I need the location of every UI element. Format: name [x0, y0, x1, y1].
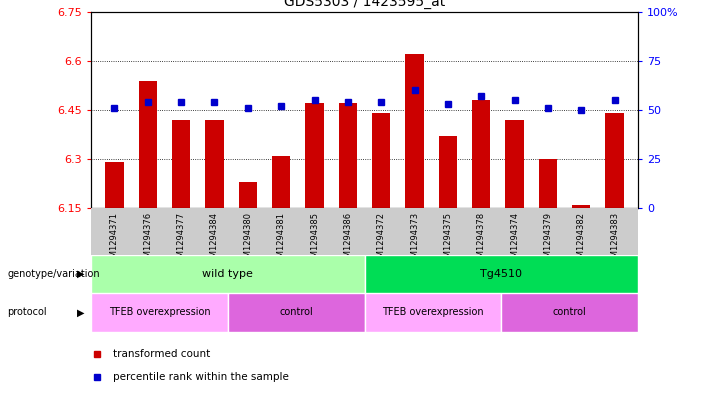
Bar: [572, 205, 590, 208]
Bar: [372, 113, 390, 208]
Bar: [172, 120, 190, 208]
Bar: [606, 113, 624, 208]
Text: protocol: protocol: [7, 307, 47, 318]
Text: GSM1294372: GSM1294372: [376, 212, 386, 268]
Text: genotype/variation: genotype/variation: [7, 269, 100, 279]
Text: transformed count: transformed count: [113, 349, 210, 359]
Bar: [139, 81, 157, 208]
Text: GSM1294377: GSM1294377: [177, 212, 186, 268]
Bar: [238, 182, 257, 208]
Bar: [439, 136, 457, 208]
Text: Tg4510: Tg4510: [480, 269, 522, 279]
Bar: [339, 103, 357, 208]
Text: wild type: wild type: [203, 269, 253, 279]
Text: TFEB overexpression: TFEB overexpression: [382, 307, 484, 318]
Bar: [272, 156, 290, 208]
Text: GSM1294373: GSM1294373: [410, 212, 419, 268]
Bar: [365, 255, 638, 293]
Bar: [228, 293, 365, 332]
Bar: [205, 120, 224, 208]
Bar: [306, 103, 324, 208]
Text: GSM1294375: GSM1294375: [443, 212, 452, 268]
Bar: [505, 120, 524, 208]
Text: GSM1294385: GSM1294385: [310, 212, 319, 268]
Text: GSM1294378: GSM1294378: [477, 212, 486, 268]
Text: GSM1294381: GSM1294381: [277, 212, 286, 268]
Bar: [91, 255, 365, 293]
Text: GSM1294382: GSM1294382: [577, 212, 586, 268]
Text: ▶: ▶: [77, 307, 84, 318]
Text: control: control: [552, 307, 587, 318]
Text: GSM1294376: GSM1294376: [143, 212, 152, 268]
Text: GSM1294383: GSM1294383: [610, 212, 619, 268]
Title: GDS5303 / 1423595_at: GDS5303 / 1423595_at: [284, 0, 445, 9]
Bar: [539, 159, 557, 208]
Text: GSM1294374: GSM1294374: [510, 212, 519, 268]
Text: TFEB overexpression: TFEB overexpression: [109, 307, 210, 318]
Text: control: control: [279, 307, 313, 318]
Text: GSM1294371: GSM1294371: [110, 212, 119, 268]
Text: GSM1294386: GSM1294386: [343, 212, 353, 268]
Bar: [91, 293, 228, 332]
Bar: [365, 293, 501, 332]
Text: GSM1294379: GSM1294379: [543, 212, 552, 268]
Bar: [105, 162, 123, 208]
Bar: [501, 293, 638, 332]
Bar: [405, 54, 423, 208]
Text: GSM1294384: GSM1294384: [210, 212, 219, 268]
Text: GSM1294380: GSM1294380: [243, 212, 252, 268]
Bar: [472, 100, 491, 208]
Text: percentile rank within the sample: percentile rank within the sample: [113, 372, 289, 382]
Text: ▶: ▶: [77, 269, 84, 279]
